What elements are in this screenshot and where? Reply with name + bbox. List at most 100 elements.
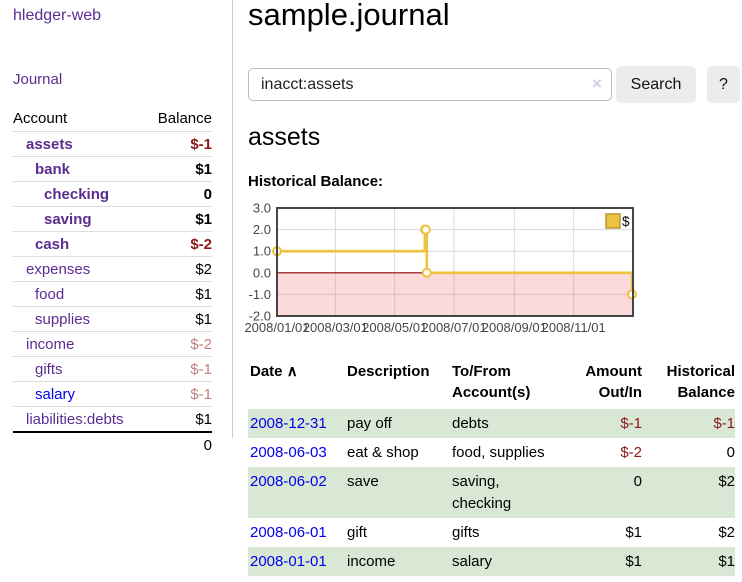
account-balance: $1 bbox=[146, 206, 212, 232]
transaction-description: income bbox=[347, 552, 396, 570]
transaction-description: save bbox=[347, 472, 379, 490]
x-axis-tick-label: 2008/01/01 bbox=[244, 320, 309, 335]
transaction-balance: 0 bbox=[726, 443, 735, 461]
transaction-description: gift bbox=[347, 523, 368, 541]
y-axis-tick-label: 1.0 bbox=[253, 244, 271, 259]
account-row: saving $1 bbox=[13, 206, 212, 232]
y-axis-tick-label: -2.0 bbox=[249, 309, 271, 324]
plot-border bbox=[276, 207, 634, 317]
transaction-accounts: debts bbox=[452, 414, 489, 432]
account-balance: 0 bbox=[146, 181, 212, 207]
column-header-date[interactable]: Date ∧ bbox=[250, 363, 298, 380]
transaction-amount: $1 bbox=[625, 552, 642, 570]
transaction-row: 2008-01-01 income salary $1 $1 bbox=[248, 547, 735, 576]
clear-search-icon[interactable]: × bbox=[592, 74, 602, 93]
account-link[interactable]: checking bbox=[44, 185, 110, 203]
y-axis-tick-label: 3.0 bbox=[253, 201, 271, 216]
column-header-balance: Historical Balance bbox=[666, 363, 735, 401]
account-row: expenses $2 bbox=[13, 256, 212, 282]
account-row: food $1 bbox=[13, 281, 212, 307]
transaction-balance: $2 bbox=[718, 523, 735, 541]
transaction-description: pay off bbox=[347, 414, 392, 432]
transaction-row: 2008-06-01 gift gifts $1 $2 bbox=[248, 518, 735, 547]
transaction-amount: 0 bbox=[633, 472, 642, 490]
x-axis-tick-label: 2008/03/01 bbox=[303, 320, 368, 335]
accounts-total-value: 0 bbox=[146, 431, 212, 457]
app-brand-link[interactable]: hledger-web bbox=[13, 7, 102, 24]
account-link[interactable]: liabilities:debts bbox=[26, 410, 124, 428]
accounts-header-account: Account bbox=[13, 110, 68, 127]
account-link[interactable]: gifts bbox=[35, 360, 63, 378]
transaction-amount: $-2 bbox=[620, 443, 642, 461]
transaction-date-link[interactable]: 2008-06-02 bbox=[250, 472, 327, 490]
account-row: assets $-1 bbox=[13, 131, 212, 157]
data-point-marker bbox=[420, 224, 431, 235]
transaction-accounts: gifts bbox=[452, 523, 480, 541]
sort-ascending-icon: ∧ bbox=[286, 363, 298, 380]
transaction-balance: $-1 bbox=[713, 414, 735, 432]
account-link[interactable]: saving bbox=[44, 210, 92, 228]
account-link[interactable]: cash bbox=[35, 235, 70, 253]
legend-label: $ bbox=[622, 214, 630, 229]
transaction-row: 2008-06-02 save saving, checking 0 $2 bbox=[248, 467, 735, 518]
account-row: checking 0 bbox=[13, 181, 212, 207]
transaction-row: 2008-12-31 pay off debts $-1 $-1 bbox=[248, 409, 735, 438]
legend-swatch bbox=[605, 213, 621, 229]
account-link[interactable]: bank bbox=[35, 160, 71, 178]
transaction-date-link[interactable]: 2008-06-03 bbox=[250, 443, 327, 461]
transaction-date-link[interactable]: 2008-12-31 bbox=[250, 414, 327, 432]
help-button[interactable]: ? bbox=[707, 66, 740, 103]
account-row: bank $1 bbox=[13, 156, 212, 182]
search-button[interactable]: Search bbox=[616, 66, 696, 103]
transaction-accounts: saving, checking bbox=[452, 472, 512, 512]
search-input[interactable] bbox=[248, 68, 612, 101]
transaction-balance: $1 bbox=[718, 552, 735, 570]
account-balance: $1 bbox=[146, 281, 212, 307]
chart-label: Historical Balance: bbox=[248, 173, 384, 190]
y-axis-tick-label: 0.0 bbox=[253, 265, 271, 280]
account-row: income $-2 bbox=[13, 331, 212, 357]
column-header-accounts: To/From Account(s) bbox=[452, 363, 531, 401]
sidebar-divider bbox=[232, 0, 233, 438]
y-axis-tick-label: 2.0 bbox=[253, 222, 271, 237]
account-link[interactable]: assets bbox=[26, 135, 73, 153]
accounts-body: assets $-1 bank $1 checking 0 saving $1 cash $-2 e… bbox=[13, 131, 212, 457]
accounts-table: Account Balance assets $-1 bank $1 checking 0… bbox=[13, 106, 212, 457]
account-row: gifts $-1 bbox=[13, 356, 212, 382]
y-axis-tick-label: -1.0 bbox=[249, 287, 271, 302]
data-point-marker bbox=[421, 267, 432, 278]
x-axis-tick-label: 2008/05/01 bbox=[362, 320, 427, 335]
accounts-header-balance: Balance bbox=[157, 110, 212, 127]
account-link[interactable]: expenses bbox=[26, 260, 91, 278]
x-axis-tick-label: 2008/09/01 bbox=[482, 320, 547, 335]
transaction-accounts: salary bbox=[452, 552, 493, 570]
column-header-amount: Amount Out/In bbox=[585, 363, 642, 401]
transaction-date-link[interactable]: 2008-06-01 bbox=[250, 523, 327, 541]
accounts-header-row: Account Balance bbox=[13, 106, 212, 132]
transaction-row: 2008-06-03 eat & shop food, supplies $-2 0 bbox=[248, 438, 735, 467]
account-row: salary $-1 bbox=[13, 381, 212, 407]
negative-region bbox=[277, 272, 633, 316]
transaction-date-link[interactable]: 2008-01-01 bbox=[250, 552, 327, 570]
account-row: liabilities:debts $1 bbox=[13, 406, 212, 432]
account-row: supplies $1 bbox=[13, 306, 212, 332]
x-axis-tick-label: 2008/11/01 bbox=[542, 320, 606, 335]
transaction-description: eat & shop bbox=[347, 443, 419, 461]
transaction-amount: $-1 bbox=[620, 414, 642, 432]
account-link[interactable]: supplies bbox=[35, 310, 91, 328]
account-link[interactable]: income bbox=[26, 335, 75, 353]
account-heading: assets bbox=[248, 123, 321, 151]
account-balance: $-2 bbox=[146, 331, 212, 357]
column-header-description: Description bbox=[347, 363, 430, 380]
nav-journal-link[interactable]: Journal bbox=[13, 71, 63, 88]
account-link[interactable]: salary bbox=[35, 385, 76, 403]
account-balance: $1 bbox=[146, 156, 212, 182]
account-balance: $2 bbox=[146, 256, 212, 282]
account-balance: $-1 bbox=[146, 381, 212, 407]
transaction-balance: $2 bbox=[718, 472, 735, 490]
account-balance: $1 bbox=[146, 306, 212, 332]
register-table: Date ∧ Description To/From Account(s) Am… bbox=[248, 359, 735, 576]
account-link[interactable]: food bbox=[35, 285, 65, 303]
account-balance: $-1 bbox=[146, 131, 212, 157]
page-title: sample.journal bbox=[248, 0, 450, 32]
